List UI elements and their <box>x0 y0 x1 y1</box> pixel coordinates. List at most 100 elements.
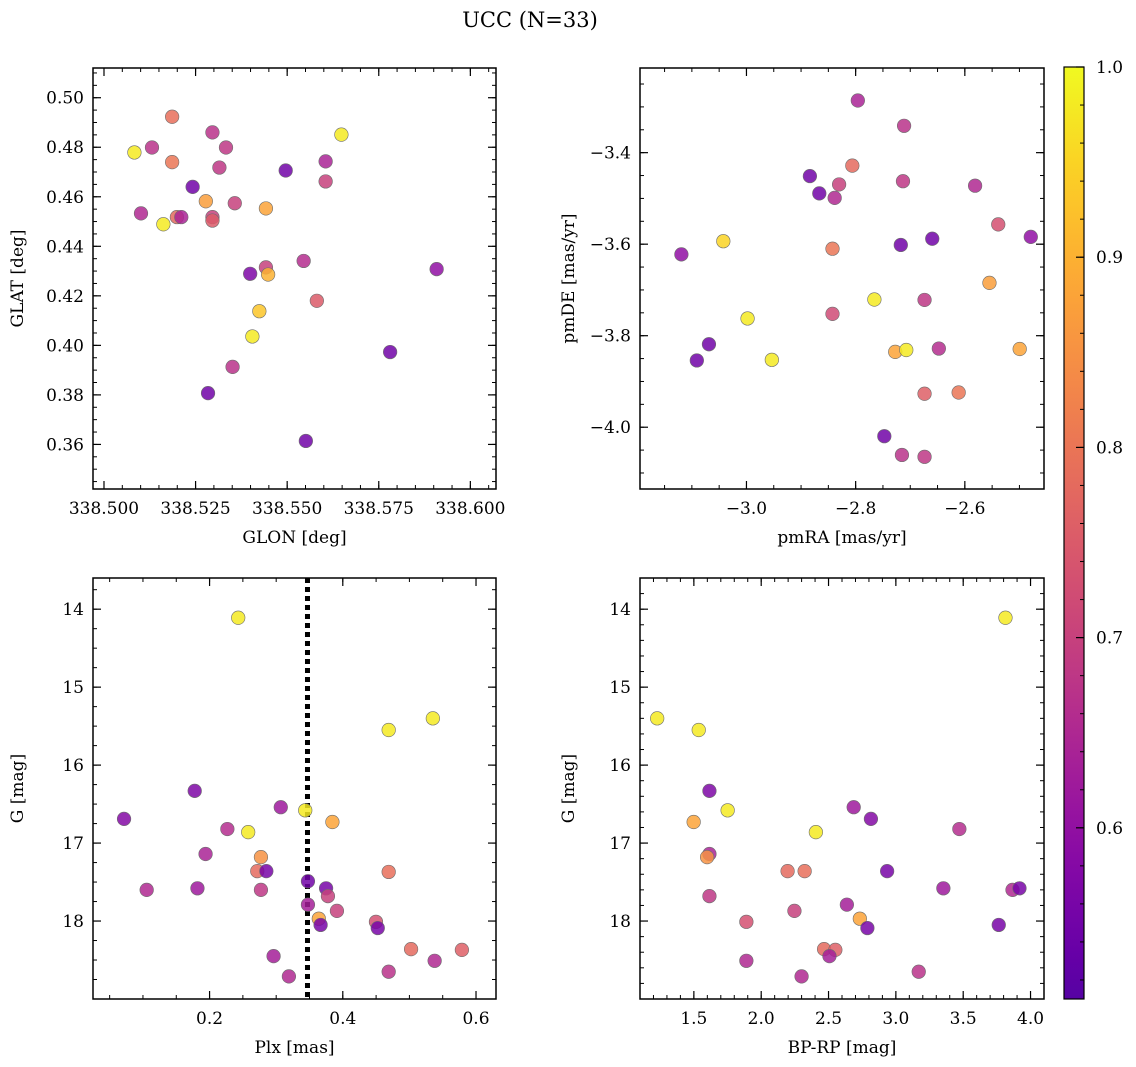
scatter-point <box>220 821 235 837</box>
scatter-point <box>877 429 892 444</box>
scatter-point <box>936 881 951 896</box>
plot-frame <box>639 577 1045 1000</box>
scatter-point <box>165 155 180 170</box>
scatter-point <box>880 864 895 879</box>
scatter-point <box>716 234 731 249</box>
x-tick-label: 3.5 <box>950 1009 977 1029</box>
x-tick-label: 338.525 <box>160 499 230 519</box>
scatter-point <box>383 344 398 360</box>
scatter-point <box>991 217 1006 232</box>
x-axis-label: pmRA [mas/yr] <box>777 528 906 548</box>
plot-frame <box>92 577 497 1000</box>
scatter-point <box>174 209 189 225</box>
scatter-point <box>329 903 345 919</box>
scatter-point <box>850 93 865 108</box>
x-tick-label: −3.0 <box>726 499 767 519</box>
scatter-point <box>429 261 444 277</box>
x-axis-label: Plx [mas] <box>254 1038 334 1058</box>
scatter-point <box>867 292 882 307</box>
scatter-point <box>273 800 288 815</box>
scatter-point <box>309 293 324 308</box>
scatter-point <box>691 722 706 738</box>
scatter-point <box>674 247 689 262</box>
scatter-point <box>212 160 227 175</box>
scatter-point <box>839 897 854 912</box>
scatter-point <box>381 964 396 979</box>
y-tick-label: 17 <box>62 834 84 854</box>
y-axis-label: G [mag] <box>8 754 28 823</box>
scatter-point <box>300 897 316 912</box>
scatter-point <box>198 846 213 862</box>
y-tick-label: 16 <box>62 756 84 776</box>
scatter-point <box>951 385 966 400</box>
scatter-point <box>334 127 349 142</box>
scatter-point <box>300 874 316 889</box>
scatter-point <box>116 811 132 827</box>
scatter-point <box>812 186 827 201</box>
scatter-point <box>1023 229 1038 245</box>
x-tick-label: −2.6 <box>944 499 985 519</box>
scatter-point <box>720 803 735 818</box>
y-tick-label: 15 <box>609 678 631 698</box>
y-tick-label: 0.42 <box>46 287 84 307</box>
x-tick-label: 3.0 <box>882 1009 909 1029</box>
scatter-point <box>787 903 802 919</box>
panel-pmra-pmde: −3.0 −2.8 −2.6 −4.0 −3.8 −3.6 −3.4 pmRA [mas/yr… <box>559 67 1045 548</box>
scatter-point <box>917 292 932 308</box>
x-tick-label: 338.600 <box>435 499 505 519</box>
scatter-point <box>845 158 860 173</box>
scatter-point <box>899 342 914 358</box>
y-tick-label: 0.44 <box>46 237 84 257</box>
scatter-point <box>198 194 213 209</box>
scatter-point <box>325 814 340 830</box>
scatter-point <box>205 125 220 140</box>
scatter-point <box>231 610 246 625</box>
scatter-point <box>218 140 234 155</box>
scatter-point <box>259 864 274 879</box>
colorbar-gradient <box>1063 66 1085 1000</box>
y-axis-label: GLAT [deg] <box>8 229 28 327</box>
scatter-point <box>252 304 267 319</box>
scatter-point <box>825 241 840 256</box>
scatter-point <box>227 196 242 211</box>
scatter-point <box>298 803 313 818</box>
scatter-point <box>917 386 932 401</box>
scatter-point <box>895 174 911 189</box>
scatter-point <box>808 825 823 840</box>
y-tick-label: 17 <box>609 834 631 854</box>
y-tick-label: −3.8 <box>590 327 631 347</box>
colorbar-tick-label: 1.0 <box>1096 58 1123 78</box>
y-tick-label: 0.40 <box>46 336 84 356</box>
scatter-point <box>998 610 1013 625</box>
scatter-point <box>165 109 180 124</box>
scatter-point <box>200 386 216 401</box>
scatter-point <box>454 942 469 957</box>
scatter-point <box>825 306 840 321</box>
y-tick-label: −4.0 <box>590 418 631 438</box>
scatter-point <box>699 850 715 865</box>
scatter-point <box>917 449 932 464</box>
scatter-point <box>739 953 754 968</box>
panel-glon-glat: 338.500 338.525 338.550 338.575 338.600 0.36 0… <box>8 67 506 548</box>
scatter-point <box>764 352 779 367</box>
scatter-point <box>127 145 142 160</box>
x-axis-label: BP-RP [mag] <box>788 1038 897 1058</box>
scatter-point <box>822 949 837 964</box>
scatter-point <box>1012 341 1027 357</box>
y-tick-label: −3.4 <box>590 144 631 164</box>
scatter-point <box>370 920 385 936</box>
scatter-point <box>298 433 313 449</box>
scatter-point <box>133 206 149 221</box>
scatter-point <box>702 888 717 904</box>
x-tick-label: 338.575 <box>344 499 414 519</box>
scatter-point <box>241 825 256 840</box>
y-tick-label: 0.46 <box>46 188 84 208</box>
y-tick-label: 0.36 <box>46 435 84 455</box>
y-tick-label: 18 <box>62 912 84 932</box>
scatter-point <box>318 174 333 189</box>
scatter-point <box>739 914 754 929</box>
plot-frame <box>639 67 1045 490</box>
scatter-point <box>780 864 795 879</box>
x-tick-label: −2.8 <box>835 499 876 519</box>
scatter-point <box>1012 881 1027 896</box>
